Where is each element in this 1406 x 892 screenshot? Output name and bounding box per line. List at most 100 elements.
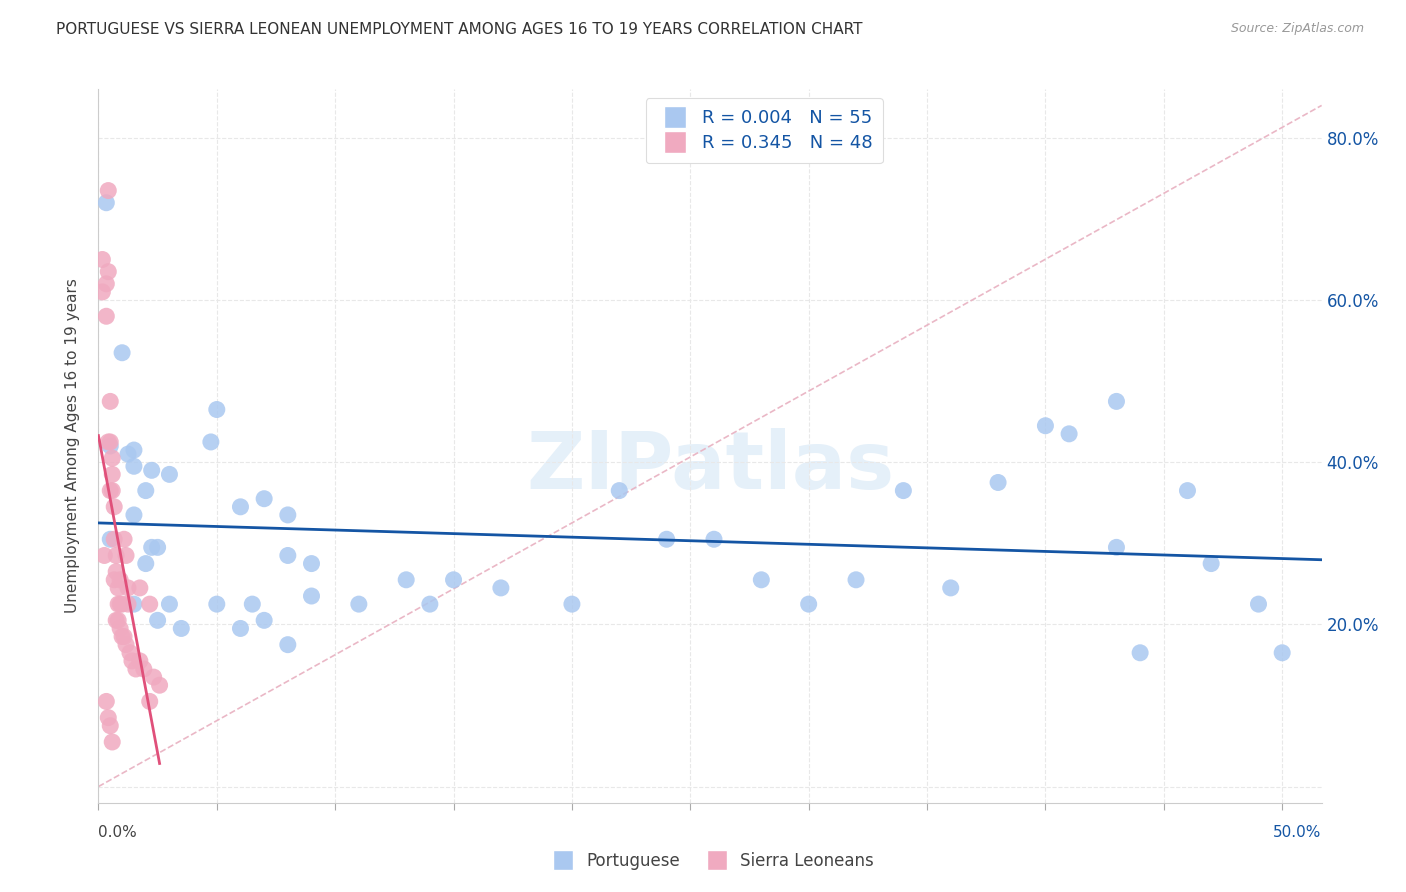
Point [703,533,725,547]
Point [108,573,131,587]
Text: ZIPatlas: ZIPatlas [526,428,894,507]
Point [142,670,165,684]
Point [277,638,299,652]
Point [1105,394,1128,409]
Point [96,694,118,708]
Point [146,541,169,555]
Point [277,549,299,563]
Point [141,541,163,555]
Point [115,549,138,563]
Point [96,310,118,324]
Point [111,345,134,359]
Point [135,483,157,498]
Point [98,533,121,547]
Point [112,533,135,547]
Point [893,483,915,498]
Point [125,662,148,676]
Point [122,597,145,611]
Point [98,434,121,449]
Point [103,500,125,514]
Point [111,630,134,644]
Point [108,597,131,611]
Point [141,463,163,477]
Point [561,597,583,611]
Point [122,459,145,474]
Point [105,613,128,627]
Point [205,402,228,417]
Point [105,549,128,563]
Point [159,467,181,482]
Point [101,735,124,749]
Point [107,597,129,611]
Point [205,597,228,611]
Point [146,613,169,627]
Point [97,711,120,725]
Point [107,581,129,595]
Point [97,434,120,449]
Point [103,573,125,587]
Point [122,508,145,522]
Point [240,597,263,611]
Point [253,613,276,627]
Point [419,597,441,611]
Point [103,533,125,547]
Point [655,533,678,547]
Point [122,443,145,458]
Point [97,184,120,198]
Point [229,622,252,636]
Point [96,195,118,210]
Point [845,573,868,587]
Point [91,252,114,267]
Point [607,483,630,498]
Point [1177,483,1199,498]
Point [98,439,121,453]
Legend: Portuguese, Sierra Leoneans: Portuguese, Sierra Leoneans [540,846,880,877]
Point [96,277,118,291]
Point [111,597,134,611]
Point [117,597,139,611]
Point [135,557,157,571]
Point [301,557,323,571]
Point [1035,418,1057,433]
Point [98,394,121,409]
Point [101,451,124,466]
Text: 50.0%: 50.0% [1274,825,1322,840]
Point [301,589,323,603]
Point [121,654,143,668]
Point [797,597,820,611]
Point [105,565,128,579]
Point [93,549,115,563]
Point [1105,541,1128,555]
Point [98,483,121,498]
Point [98,719,121,733]
Point [1199,557,1222,571]
Point [132,662,155,676]
Point [112,630,135,644]
Point [1129,646,1152,660]
Point [97,265,120,279]
Point [443,573,465,587]
Point [749,573,772,587]
Point [277,508,299,522]
Point [987,475,1010,490]
Point [101,467,124,482]
Y-axis label: Unemployment Among Ages 16 to 19 years: Unemployment Among Ages 16 to 19 years [65,278,80,614]
Point [128,654,150,668]
Text: PORTUGUESE VS SIERRA LEONEAN UNEMPLOYMENT AMONG AGES 16 TO 19 YEARS CORRELATION : PORTUGUESE VS SIERRA LEONEAN UNEMPLOYMEN… [56,22,863,37]
Point [128,581,150,595]
Point [91,285,114,299]
Point [229,500,252,514]
Point [395,573,418,587]
Point [939,581,962,595]
Point [489,581,512,595]
Point [108,622,131,636]
Point [200,434,222,449]
Point [149,678,172,692]
Point [347,597,370,611]
Point [117,581,139,595]
Text: 0.0%: 0.0% [98,825,138,840]
Point [1057,426,1080,441]
Text: Source: ZipAtlas.com: Source: ZipAtlas.com [1230,22,1364,36]
Point [115,638,138,652]
Point [159,597,181,611]
